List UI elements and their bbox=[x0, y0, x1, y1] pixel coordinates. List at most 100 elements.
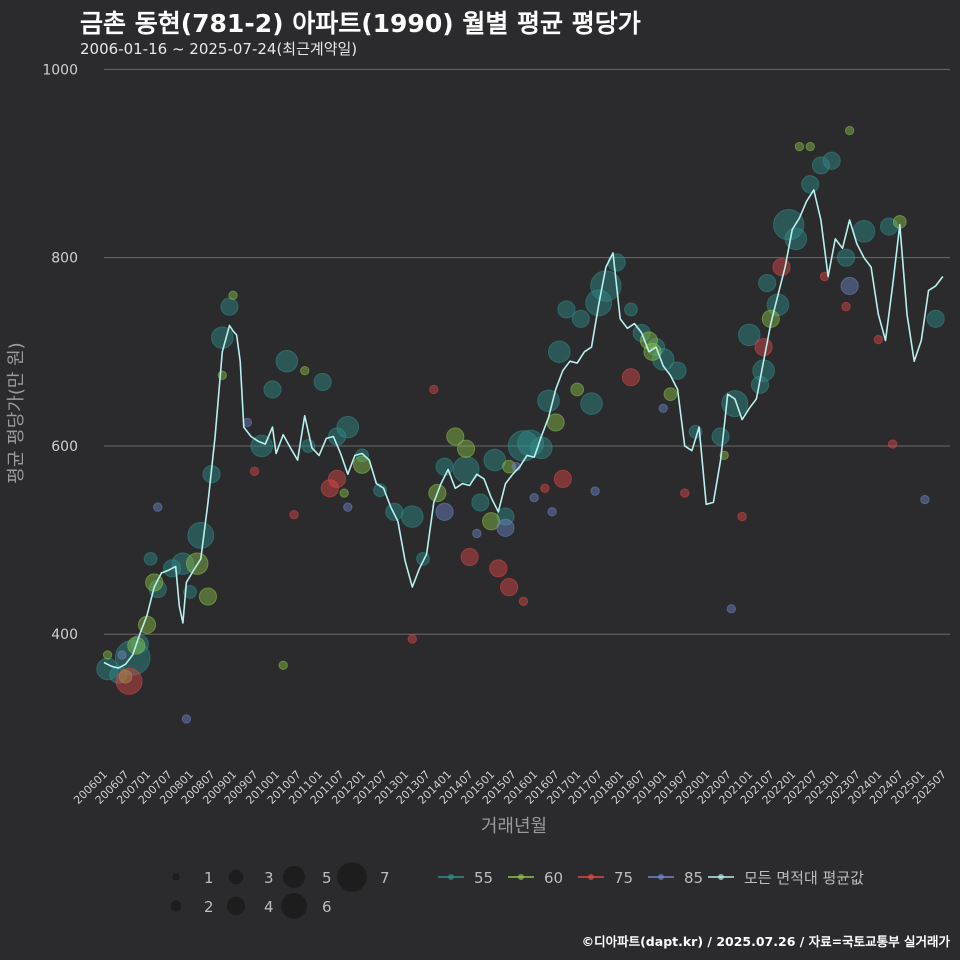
series-legend-label-s75: 75 bbox=[614, 869, 633, 887]
point-55-2 bbox=[114, 639, 151, 676]
size-legend-label-3: 3 bbox=[264, 869, 274, 887]
point-60-17 bbox=[502, 459, 516, 474]
point-55-33 bbox=[537, 389, 560, 413]
point-60-19 bbox=[570, 382, 585, 397]
size-legend-dot-5 bbox=[282, 865, 306, 889]
point-75-21 bbox=[887, 439, 898, 449]
point-55-58 bbox=[822, 151, 841, 170]
point-75-11 bbox=[540, 483, 550, 494]
size-legend-dot-2 bbox=[170, 900, 182, 912]
point-75-19 bbox=[841, 301, 851, 312]
point-55-41 bbox=[624, 302, 638, 317]
point-55-9 bbox=[187, 521, 215, 549]
point-85-7 bbox=[496, 518, 515, 537]
legend: 1 3 5 7 2 4 6 55 60 75 85 모든 면적대 평균값 bbox=[170, 862, 864, 919]
mean-line bbox=[103, 189, 944, 669]
point-55-44 bbox=[651, 348, 675, 371]
point-55-35 bbox=[557, 300, 576, 319]
point-55-47 bbox=[711, 427, 730, 446]
chart-subtitle: 2006-01-16 ~ 2025-07-24(최근계약일) bbox=[80, 40, 358, 58]
x-tick-labels: 2006012006072007012007072008012008072009… bbox=[71, 768, 949, 807]
size-legend-dot-4 bbox=[226, 896, 246, 916]
point-60-11 bbox=[339, 488, 349, 498]
point-60-0 bbox=[102, 650, 113, 660]
point-60-26 bbox=[805, 141, 815, 152]
series-legend-dot-s75 bbox=[588, 874, 594, 880]
point-55-37 bbox=[580, 392, 603, 415]
size-legend-dot-6 bbox=[281, 893, 307, 919]
size-legend-label-7: 7 bbox=[380, 869, 390, 887]
size-legend-label-1: 1 bbox=[204, 869, 214, 887]
point-55-59 bbox=[836, 248, 856, 267]
series-legend-dot-s55 bbox=[448, 874, 454, 880]
point-55-25 bbox=[435, 457, 454, 476]
point-85-1 bbox=[153, 502, 163, 512]
point-55-48 bbox=[721, 390, 749, 418]
point-55-62 bbox=[926, 309, 945, 328]
point-85-13 bbox=[726, 604, 737, 614]
point-75-13 bbox=[621, 368, 641, 387]
series-legend-dot-s60 bbox=[518, 874, 524, 880]
point-55-21 bbox=[373, 483, 387, 498]
point-85-0 bbox=[117, 650, 127, 660]
point-75-2 bbox=[289, 509, 299, 520]
size-legend-dot-7 bbox=[337, 862, 367, 892]
point-55-27 bbox=[471, 493, 490, 512]
point-55-60 bbox=[852, 220, 876, 243]
size-legend-dot-1 bbox=[172, 873, 180, 881]
point-75-7 bbox=[460, 547, 479, 567]
size-legend-label-5: 5 bbox=[322, 869, 332, 887]
point-55-0 bbox=[96, 657, 119, 681]
point-75-4 bbox=[327, 469, 347, 488]
point-75-12 bbox=[553, 469, 572, 488]
point-75-5 bbox=[407, 634, 417, 644]
point-55-36 bbox=[571, 309, 590, 328]
point-55-12 bbox=[220, 297, 239, 316]
point-60-8 bbox=[228, 290, 238, 301]
point-60-10 bbox=[300, 365, 310, 376]
point-55-17 bbox=[313, 372, 332, 392]
y-tick-labels: 400 600 800 1000 bbox=[42, 62, 78, 643]
series-legend-label-s60: 60 bbox=[544, 869, 563, 887]
chart-title: 금촌 동현(781-2) 아파트(1990) 월별 평균 평당가 bbox=[80, 9, 641, 38]
point-55-28 bbox=[483, 448, 507, 472]
point-75-17 bbox=[772, 257, 791, 277]
y-tick-600: 600 bbox=[51, 439, 78, 455]
y-tick-800: 800 bbox=[51, 251, 78, 267]
point-55-4 bbox=[143, 552, 158, 566]
point-75-14 bbox=[680, 488, 690, 498]
point-85-11 bbox=[590, 486, 600, 496]
point-60-22 bbox=[663, 387, 678, 402]
point-60-15 bbox=[456, 439, 476, 458]
point-55-19 bbox=[336, 415, 360, 439]
series-legend-dot-s85 bbox=[658, 874, 664, 880]
point-55-55 bbox=[784, 227, 808, 251]
point-55-16 bbox=[301, 439, 316, 453]
point-60-1 bbox=[118, 669, 133, 684]
size-legend-dot-3 bbox=[228, 869, 244, 885]
y-tick-1000: 1000 bbox=[42, 62, 78, 78]
point-55-54 bbox=[772, 209, 805, 241]
series-legend-dot-mean bbox=[718, 874, 724, 880]
point-55-8 bbox=[183, 584, 197, 599]
point-75-6 bbox=[429, 384, 439, 395]
point-75-8 bbox=[489, 559, 508, 578]
mean-line-group bbox=[103, 189, 944, 669]
grid-lines bbox=[104, 68, 950, 635]
series-legend-label-mean: 모든 면적대 평균값 bbox=[744, 869, 864, 887]
point-75-0 bbox=[115, 667, 143, 695]
y-tick-400: 400 bbox=[51, 627, 78, 643]
point-85-9 bbox=[529, 493, 539, 503]
point-55-14 bbox=[263, 380, 282, 399]
point-85-5 bbox=[435, 502, 454, 521]
scatter-points bbox=[96, 125, 945, 724]
point-55-26 bbox=[452, 455, 480, 483]
point-60-27 bbox=[844, 125, 855, 136]
point-75-3 bbox=[320, 479, 339, 498]
point-55-56 bbox=[801, 175, 820, 194]
point-85-15 bbox=[920, 494, 930, 505]
point-60-6 bbox=[198, 587, 218, 606]
point-85-10 bbox=[547, 507, 557, 517]
size-legend-label-6: 6 bbox=[322, 898, 332, 916]
point-85-14 bbox=[840, 276, 859, 296]
